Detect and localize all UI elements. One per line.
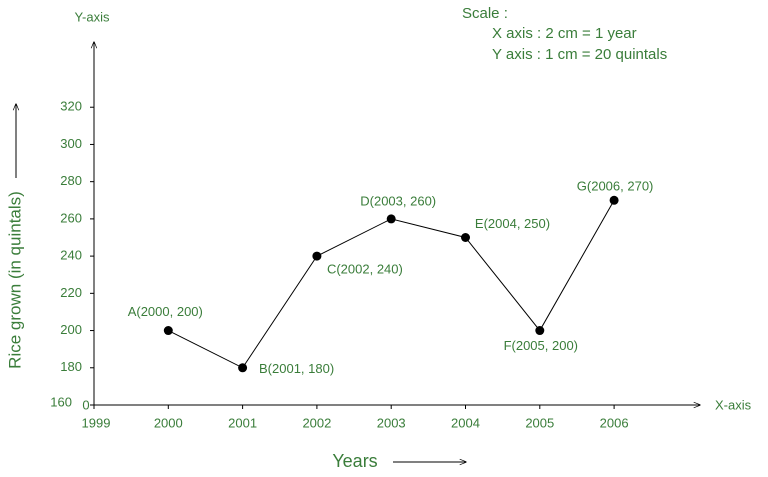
y-tick-label: 160 <box>50 394 72 409</box>
y-tick-label: 240 <box>60 248 82 263</box>
y-tick-label: 220 <box>60 285 82 300</box>
point-label: G(2006, 270) <box>577 179 654 194</box>
point-label: A(2000, 200) <box>128 304 203 319</box>
point-label: B(2001, 180) <box>259 361 334 376</box>
data-point <box>238 363 248 373</box>
point-label: D(2003, 260) <box>360 193 436 208</box>
x-tick-label: 2003 <box>377 415 406 430</box>
y-axis-name: Y-axis <box>75 9 110 24</box>
data-point <box>312 251 322 261</box>
data-point <box>609 195 619 205</box>
x-axis-label: Years <box>332 451 377 471</box>
data-point <box>535 326 545 336</box>
x-tick-label: 2001 <box>228 415 257 430</box>
x-tick-label: 2006 <box>600 415 629 430</box>
y-tick-label: 200 <box>60 322 82 337</box>
point-label: C(2002, 240) <box>327 262 403 277</box>
x-tick-label: 2005 <box>525 415 554 430</box>
origin-label: 0 <box>82 397 89 412</box>
y-tick-label: 260 <box>60 210 82 225</box>
point-label: F(2005, 200) <box>504 338 578 353</box>
data-point <box>163 326 173 336</box>
y-tick-label: 180 <box>60 359 82 374</box>
scale-title: Scale : <box>462 5 508 22</box>
data-point <box>386 214 396 224</box>
data-point <box>461 233 470 242</box>
x-tick-label: 2002 <box>302 415 331 430</box>
x-tick-label: 1999 <box>82 415 111 430</box>
y-tick-label: 300 <box>60 136 82 151</box>
point-label: E(2004, 250) <box>475 216 550 231</box>
x-axis-name: X-axis <box>715 397 752 412</box>
x-tick-label: 2004 <box>451 415 480 430</box>
scale-line: Y axis : 1 cm = 20 quintals <box>492 46 667 63</box>
x-tick-label: 2000 <box>154 415 183 430</box>
y-tick-label: 280 <box>60 173 82 188</box>
scale-line: X axis : 2 cm = 1 year <box>492 25 637 42</box>
y-tick-label: 320 <box>60 99 82 114</box>
y-axis-label: Rice grown (in quintals) <box>5 191 24 369</box>
